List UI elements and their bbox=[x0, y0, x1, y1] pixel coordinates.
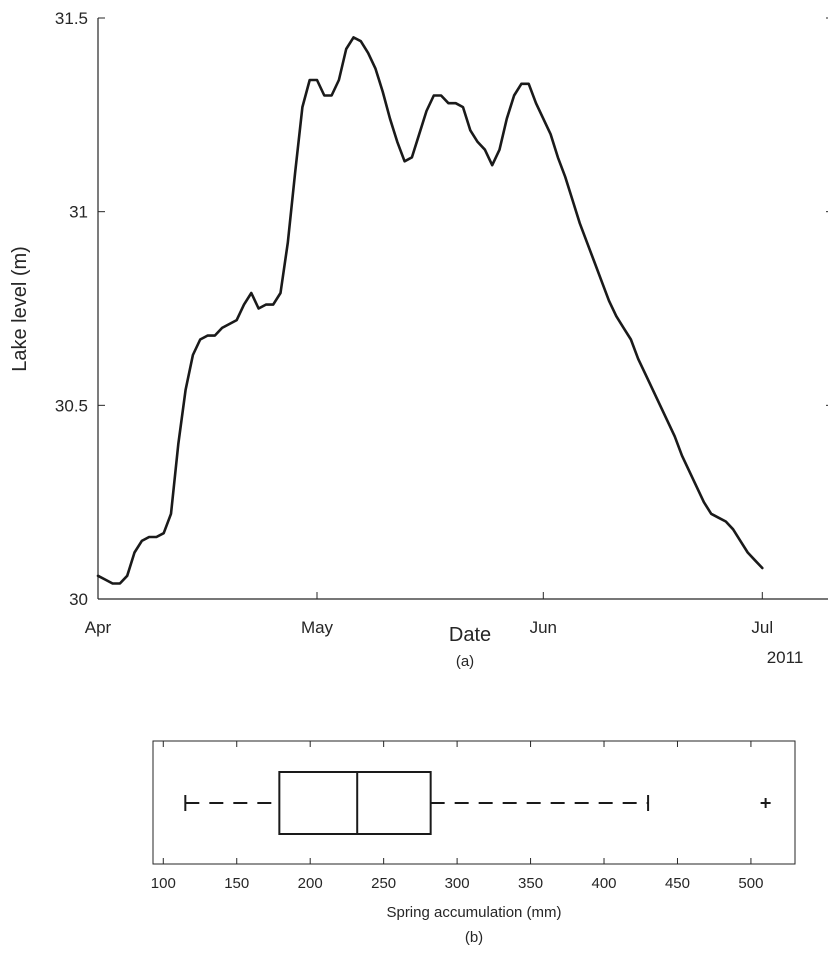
plot-frame-b bbox=[152, 740, 796, 865]
x-tick-label-b: 250 bbox=[371, 875, 396, 892]
plot-area-a bbox=[98, 18, 828, 599]
axes-a bbox=[97, 18, 828, 600]
x-tick-label-b: 150 bbox=[224, 875, 249, 892]
x-tick-label-a: Apr bbox=[85, 618, 112, 637]
lake-level-series-line bbox=[96, 36, 764, 585]
year-label: 2011 bbox=[767, 648, 804, 667]
x-tick-label-a: Jul bbox=[751, 618, 773, 637]
x-axis-label-a: Date bbox=[449, 624, 491, 646]
x-tick-label-b: 400 bbox=[592, 875, 617, 892]
x-tick-label-b: 350 bbox=[518, 875, 543, 892]
x-tick-label-b: 100 bbox=[151, 875, 176, 892]
x-tick-label-b: 450 bbox=[665, 875, 690, 892]
y-tick-label-a: 31.5 bbox=[55, 9, 88, 28]
lake-level-chart: 30 30.5 31 31.5 Apr May Jun Jul Date 2011 (a) L… bbox=[9, 9, 828, 670]
x-tick-label-b: 500 bbox=[738, 875, 763, 892]
ticks-b: 100 150 200 250 300 350 400 450 500 bbox=[151, 741, 763, 892]
x-tick-label-a: Jun bbox=[530, 618, 557, 637]
y-axis-label-a: Lake level (m) bbox=[9, 246, 31, 372]
y-tick-label-a: 31 bbox=[69, 203, 88, 222]
x-tick-label-a: May bbox=[301, 618, 334, 637]
panel-label-a: (a) bbox=[456, 653, 474, 670]
y-tick-label-a: 30.5 bbox=[55, 396, 88, 415]
x-tick-label-b: 200 bbox=[298, 875, 323, 892]
ticks-a: 30 30.5 31 31.5 Apr May Jun Jul bbox=[55, 9, 828, 637]
boxplot-group bbox=[184, 771, 771, 835]
interquartile-box bbox=[278, 771, 432, 835]
panel-label-b: (b) bbox=[465, 929, 483, 946]
x-tick-label-b: 300 bbox=[445, 875, 470, 892]
axes-b bbox=[152, 740, 796, 865]
series-line-group bbox=[96, 36, 764, 585]
y-tick-label-a: 30 bbox=[69, 590, 88, 609]
x-axis-label-b: Spring accumulation (mm) bbox=[386, 904, 561, 921]
